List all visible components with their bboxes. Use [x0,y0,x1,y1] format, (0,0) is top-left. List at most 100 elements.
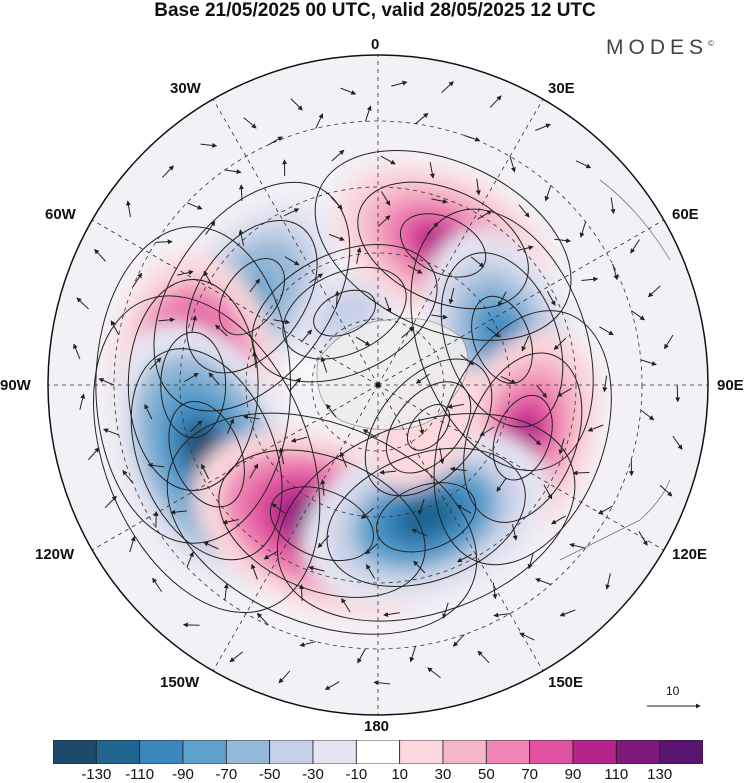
wind-arrow [447,403,464,409]
wind-arrow [152,577,163,592]
wind-arrow [200,142,218,148]
streamline-loop [364,358,493,497]
wind-arrow [407,265,423,274]
wind-arrow [129,535,136,553]
wind-arrow [551,515,566,525]
wind-arrow [238,229,245,246]
streamline-loop [218,258,285,336]
eurasia-coast [559,179,671,561]
colorbar-segment [442,740,487,764]
meridian-line [377,99,544,386]
wind-arrow [409,646,417,663]
wind-arrow [429,162,435,179]
wind-arrow [431,198,448,204]
colorbar-tick-label: 130 [647,766,673,783]
streamline-loop [471,295,533,384]
wind-arrow [263,550,279,560]
colorbar-segment [95,740,141,764]
wind-arrow [289,377,301,391]
map-border [47,54,709,716]
wind-arrow [340,87,357,95]
wind-arrow [110,320,120,336]
wind-arrow [290,436,308,443]
wind-arrow [366,564,376,579]
wind-arrow [271,503,286,514]
wind-arrow [572,470,590,476]
wind-arrow [373,680,391,686]
wind-arrow [326,403,337,418]
wind-arrow [460,354,475,366]
streamline-loop [463,352,583,523]
wind-arrow [401,326,415,339]
colorbar-segment [269,740,314,764]
wind-arrow [610,197,616,215]
wind-arrow [477,210,493,220]
colorbar [53,740,703,764]
wind-arrow [186,551,194,568]
colorbar-segment [53,740,97,764]
colorbar-segment [182,740,227,764]
colorbar-segment [399,740,444,764]
wind-arrow [132,272,143,288]
wind-arrow [283,208,300,217]
wind-arrow [380,155,396,165]
graticule [48,55,708,715]
wind-arrow [300,329,313,343]
wind-arrow [308,565,325,572]
wind-arrow [147,462,165,468]
wind-arrow [330,196,343,210]
wind-arrow [640,409,655,421]
wind-arrow [79,393,86,410]
wind-arrow [203,541,219,550]
colorbar-segment [659,740,703,764]
wind-arrow [238,184,244,202]
wind-arrow [439,447,445,465]
wind-arrow [569,542,586,549]
streamline-loop [160,331,227,439]
wind-arrow [492,582,498,600]
wind-arrow [170,509,187,515]
wind-arrow [103,428,119,436]
colorbar-segment [572,740,617,764]
meridian-line [212,99,379,386]
wind-arrow [672,435,683,450]
wind-arrow [290,98,303,111]
streamline-loop [186,219,318,374]
wind-arrow [278,447,285,465]
wind-arrow [411,528,428,537]
wind-arrow [556,387,572,397]
anomaly-contour [324,298,365,328]
wind-arrow [155,239,173,245]
wind-arrow [191,315,197,332]
reference-vector-label: 10 [666,684,680,698]
colorbar-tick-label: 70 [521,766,538,783]
wind-arrow [426,222,439,235]
wind-arrow [546,290,556,306]
wind-arrow [511,524,518,541]
wind-arrow [597,505,613,515]
wind-arrow [73,343,81,360]
wind-arrow [612,263,619,281]
wind-arrow [222,518,239,525]
wind-arrow [640,359,657,366]
lon-label-30e: 30E [548,80,575,97]
wind-arrow [317,535,330,549]
wind-arrow [76,297,89,310]
meridian-line [377,384,544,671]
wind-arrow [315,113,324,129]
wind-arrow [664,334,674,350]
wind-arrow [324,681,340,690]
lon-label-180: 180 [364,718,390,735]
wind-arrow [229,651,244,663]
wind-arrow [509,156,516,173]
wind-arrow [380,191,391,206]
lon-label-60e: 60E [672,206,699,223]
colorbar-tick-label: -90 [172,766,194,783]
streamline-loop [153,181,351,412]
wind-arrow [299,641,316,648]
colorbar-segment [139,740,184,764]
wind-arrow [647,285,661,298]
brand-logo: MODES© [606,36,714,59]
wind-arrow [602,375,608,393]
wind-arrow [384,297,392,314]
